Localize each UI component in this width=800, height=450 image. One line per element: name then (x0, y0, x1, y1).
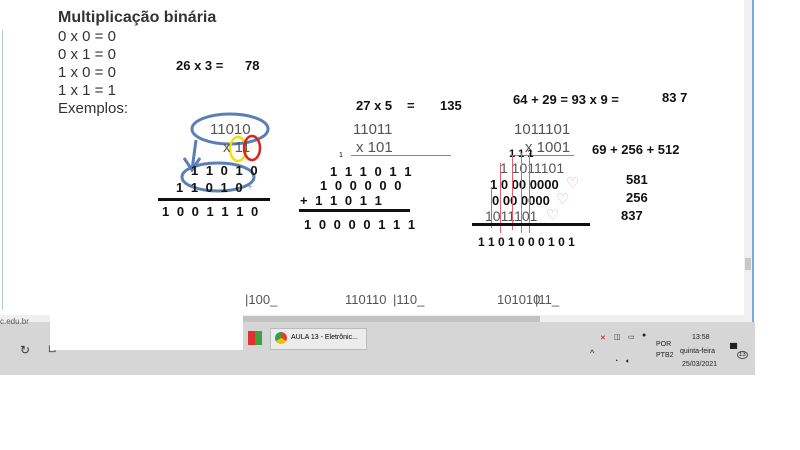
window-border (752, 0, 754, 325)
guide-line (491, 188, 492, 228)
arrow-icon (182, 139, 202, 173)
ex3-row4: 1011101 (485, 208, 537, 224)
battery-icon[interactable]: ▭ (628, 334, 635, 341)
ex2-row3: + 1 1 0 1 1 (300, 193, 384, 208)
document-page (0, 0, 752, 322)
ex1-row1: 1 1 0 1 0 (191, 163, 260, 178)
red-circle-icon (242, 134, 262, 162)
rule-line: 0 x 1 = 0 (58, 46, 116, 63)
volume-icon[interactable]: 🔈︎ (626, 358, 631, 365)
ex3-row3: 0 00 0000 (492, 193, 550, 208)
ex2-multiplicand: 11011 (353, 121, 393, 138)
division: |100_ (245, 292, 278, 307)
sum-line (472, 223, 590, 226)
ex3-equation: 64 + 29 = 93 x 9 = (513, 92, 619, 107)
ex3-sum: 1 1 0 1 0 0 0 1 0 1 (478, 235, 575, 249)
ex3-row2: 1 0 00 0000 (490, 177, 559, 192)
blue-circle-icon (180, 161, 256, 193)
ex1-multiplier: x 11 (223, 139, 251, 156)
camera-icon[interactable]: ◫ (614, 334, 621, 341)
guide-line (500, 163, 501, 233)
clock-day[interactable]: quinta-feira (680, 348, 716, 355)
ex2-multiplier: x 101 (356, 139, 393, 156)
operand-line (510, 155, 574, 156)
network-error-icon[interactable]: ✕ (600, 335, 606, 342)
ex3-n2: 256 (626, 190, 648, 205)
ex2-sum: 1 0 0 0 0 1 1 1 (304, 217, 418, 232)
yellow-circle-icon (228, 135, 248, 163)
heart-icon: ♡ (566, 175, 580, 192)
guide-line (529, 153, 530, 233)
division: |11_ (535, 292, 560, 307)
heart-icon: ♡ (546, 207, 560, 224)
guide-line (512, 155, 513, 230)
ex3-side-sum: 69 + 256 + 512 (592, 142, 680, 157)
taskbar-chrome-button[interactable]: AULA 13 - Eletrônic... (270, 328, 367, 350)
ex2-row2: 1 0 0 0 0 0 (320, 178, 404, 193)
ex3-result: 83 7 (662, 90, 688, 105)
clock-time[interactable]: 13:58 (692, 334, 710, 341)
ex3-multiplicand: 1011101 (514, 121, 571, 138)
division: 110110 (345, 292, 387, 307)
division: |110_ (393, 292, 425, 307)
notification-count[interactable]: 13 (737, 351, 748, 359)
clock-date[interactable]: 25/03/2021 (682, 361, 718, 368)
status-url: c.edu.br (0, 317, 29, 326)
ex3-row1: 1 1011101 (500, 160, 565, 176)
rule-line: 0 x 0 = 0 (58, 28, 116, 45)
show-hidden-icons[interactable]: ^ (590, 348, 595, 358)
ex1-multiplicand: 11010 (210, 121, 251, 138)
sum-line (299, 209, 410, 212)
rule-line: 1 x 0 = 0 (58, 64, 116, 81)
guide-line (521, 153, 522, 233)
taskbar-app-label: AULA 13 - Eletrônic... (291, 334, 358, 341)
heart-icon: ♡ (556, 191, 570, 208)
wifi-icon[interactable]: ◔ (614, 358, 619, 365)
refresh-icon[interactable]: ↻ (20, 343, 31, 357)
keyboard-layout[interactable]: PTB2 (656, 352, 674, 359)
ex2-carry: 1 (339, 152, 343, 159)
microphone-icon[interactable]: ● (642, 332, 647, 339)
examples-label: Exemplos: (58, 100, 129, 117)
operand-line (351, 155, 451, 156)
vertical-scrollbar[interactable] (744, 0, 752, 315)
annotation-circles (180, 112, 270, 193)
horizontal-scroll-thumb[interactable] (240, 316, 540, 322)
rule-line: 1 x 1 = 1 (58, 82, 116, 99)
ex2-equation: 27 x 5 (356, 98, 393, 113)
margin-line (2, 30, 3, 310)
page-title: Multiplicação binária (58, 9, 217, 26)
division: 101010 (497, 292, 541, 307)
ex2-result: 135 (440, 98, 462, 113)
white-overlay (50, 310, 243, 350)
chrome-icon (275, 332, 287, 344)
ex3-n3: 837 (621, 208, 643, 223)
notification-icon[interactable]: ▀ (730, 344, 738, 355)
ex2-row1: 1 1 1 0 1 1 (330, 164, 414, 179)
ex1-result: 78 (245, 58, 260, 73)
ex1-equation: 26 x 3 = (176, 58, 224, 73)
app-icon[interactable] (248, 331, 262, 345)
ex3-n1: 581 (626, 172, 648, 187)
vertical-scroll-thumb[interactable] (745, 258, 751, 270)
ex3-multiplier: x 1001 (525, 139, 571, 156)
ex1-sum: 1 0 0 1 1 1 0 (162, 204, 261, 219)
ex1-plus: + (247, 182, 253, 193)
sum-line (158, 198, 270, 201)
ex2-eq: = (407, 98, 415, 113)
language-code[interactable]: POR (656, 341, 672, 348)
ex1-row2: 1 1 0 1 0 (176, 180, 245, 195)
